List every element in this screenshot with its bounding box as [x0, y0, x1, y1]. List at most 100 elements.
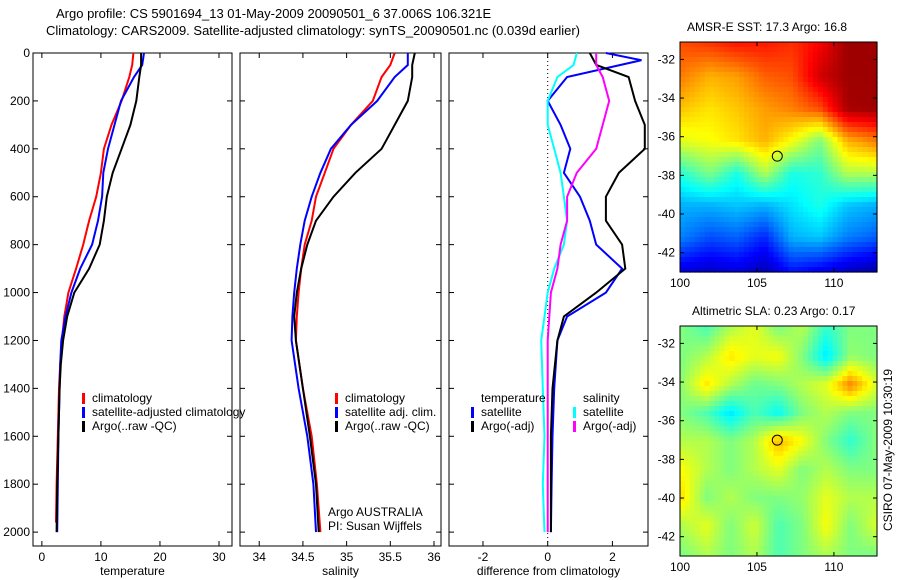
heatmap-cell — [699, 47, 706, 53]
heatmap-cell — [872, 481, 878, 487]
heatmap-cell — [822, 421, 829, 427]
heatmap-cell — [684, 391, 691, 397]
heatmap-cell — [817, 371, 824, 377]
heatmap-cell — [734, 451, 740, 457]
y-tick-label: 2000 — [3, 525, 30, 539]
heatmap-cell — [753, 227, 760, 233]
heatmap-cell — [793, 87, 799, 93]
heatmap-cell — [714, 227, 720, 233]
heatmap-cell — [862, 92, 868, 98]
heatmap-cell — [773, 381, 780, 387]
heatmap-cell — [773, 336, 780, 342]
heatmap-cell — [817, 232, 824, 238]
heatmap-cell — [714, 446, 720, 452]
heatmap-cell — [684, 476, 691, 482]
heatmap-cell — [778, 421, 785, 427]
heatmap-cell — [744, 361, 750, 367]
heatmap-cell — [783, 122, 789, 128]
heatmap-cell — [773, 431, 780, 437]
heatmap-cell — [684, 72, 691, 78]
heatmap-cell — [827, 551, 834, 557]
y-tick-label: -38 — [658, 168, 676, 182]
heatmap-cell — [852, 521, 858, 527]
heatmap-cell — [832, 92, 839, 98]
heatmap-cell — [867, 92, 873, 98]
heatmap-cell — [842, 516, 849, 522]
heatmap-cell — [803, 531, 809, 537]
heatmap-cell — [798, 172, 804, 178]
heatmap-cell — [694, 361, 701, 367]
heatmap-cell — [812, 526, 819, 532]
heatmap-cell — [803, 436, 809, 442]
heatmap-cell — [842, 546, 849, 552]
heatmap-cell — [852, 371, 858, 377]
heatmap-cell — [763, 401, 770, 407]
heatmap-cell — [763, 137, 770, 143]
heatmap-cell — [763, 62, 770, 68]
heatmap-cell — [773, 476, 780, 482]
heatmap-cell — [822, 92, 829, 98]
heatmap-cell — [837, 521, 844, 527]
heatmap-cell — [847, 401, 853, 407]
heatmap-cell — [694, 341, 701, 347]
heatmap-cell — [734, 481, 740, 487]
heatmap-cell — [842, 137, 849, 143]
heatmap-cell — [867, 401, 873, 407]
heatmap-cell — [734, 157, 740, 163]
heatmap-cell — [817, 242, 824, 248]
heatmap-cell — [783, 456, 789, 462]
heatmap-cell — [753, 202, 760, 208]
heatmap-cell — [798, 222, 804, 228]
heatmap-cell — [768, 127, 775, 133]
x-tick-label: 20 — [153, 550, 167, 564]
heatmap-cell — [684, 132, 691, 138]
heatmap-cell — [867, 496, 873, 502]
heatmap-cell — [827, 247, 834, 253]
heatmap-cell — [778, 252, 785, 258]
heatmap-cell — [758, 262, 765, 268]
heatmap-cell — [734, 476, 740, 482]
heatmap-cell — [872, 192, 878, 198]
heatmap-cell — [773, 356, 780, 362]
heatmap-cell — [832, 461, 839, 467]
heatmap-cell — [778, 461, 785, 467]
heatmap-cell — [788, 466, 794, 472]
heatmap-cell — [803, 162, 809, 168]
heatmap-cell — [714, 232, 720, 238]
heatmap-cell — [699, 481, 706, 487]
heatmap-cell — [812, 541, 819, 547]
heatmap-cell — [817, 466, 824, 472]
heatmap-cell — [862, 192, 868, 198]
heatmap-cell — [724, 182, 730, 188]
heatmap-cell — [788, 112, 794, 118]
heatmap-cell — [699, 182, 706, 188]
heatmap-cell — [857, 471, 863, 477]
heatmap-cell — [773, 426, 780, 432]
heatmap-cell — [857, 197, 863, 203]
heatmap-cell — [827, 536, 834, 542]
heatmap-cell — [689, 192, 696, 198]
heatmap-cell — [680, 107, 686, 113]
heatmap-cell — [748, 157, 755, 163]
heatmap-cell — [817, 167, 824, 173]
heatmap-cell — [812, 102, 819, 108]
heatmap-cell — [788, 47, 794, 53]
heatmap-cell — [748, 212, 755, 218]
heatmap-cell — [812, 481, 819, 487]
heatmap-cell — [803, 506, 809, 512]
heatmap-cell — [783, 237, 789, 243]
heatmap-cell — [783, 117, 789, 123]
heatmap-cell — [719, 62, 725, 68]
heatmap-cell — [788, 87, 794, 93]
heatmap-cell — [798, 386, 804, 392]
heatmap-cell — [729, 461, 735, 467]
heatmap-cell — [773, 341, 780, 347]
heatmap-cell — [798, 426, 804, 432]
heatmap-cell — [862, 421, 868, 427]
heatmap-cell — [822, 401, 829, 407]
heatmap-cell — [837, 247, 844, 253]
heatmap-cell — [734, 252, 740, 258]
heatmap-cell — [827, 426, 834, 432]
heatmap-cell — [867, 222, 873, 228]
heatmap-cell — [798, 162, 804, 168]
